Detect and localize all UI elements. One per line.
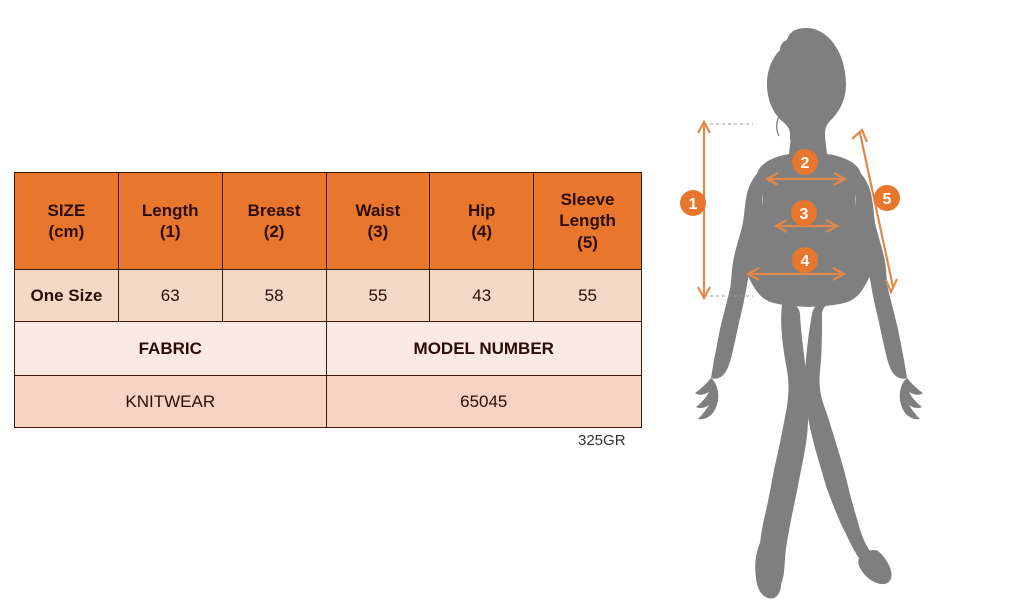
svg-text:1: 1 (689, 196, 698, 213)
svg-text:5: 5 (883, 191, 892, 208)
svg-text:3: 3 (800, 206, 809, 223)
svg-text:4: 4 (801, 253, 810, 270)
svg-text:2: 2 (801, 155, 810, 172)
